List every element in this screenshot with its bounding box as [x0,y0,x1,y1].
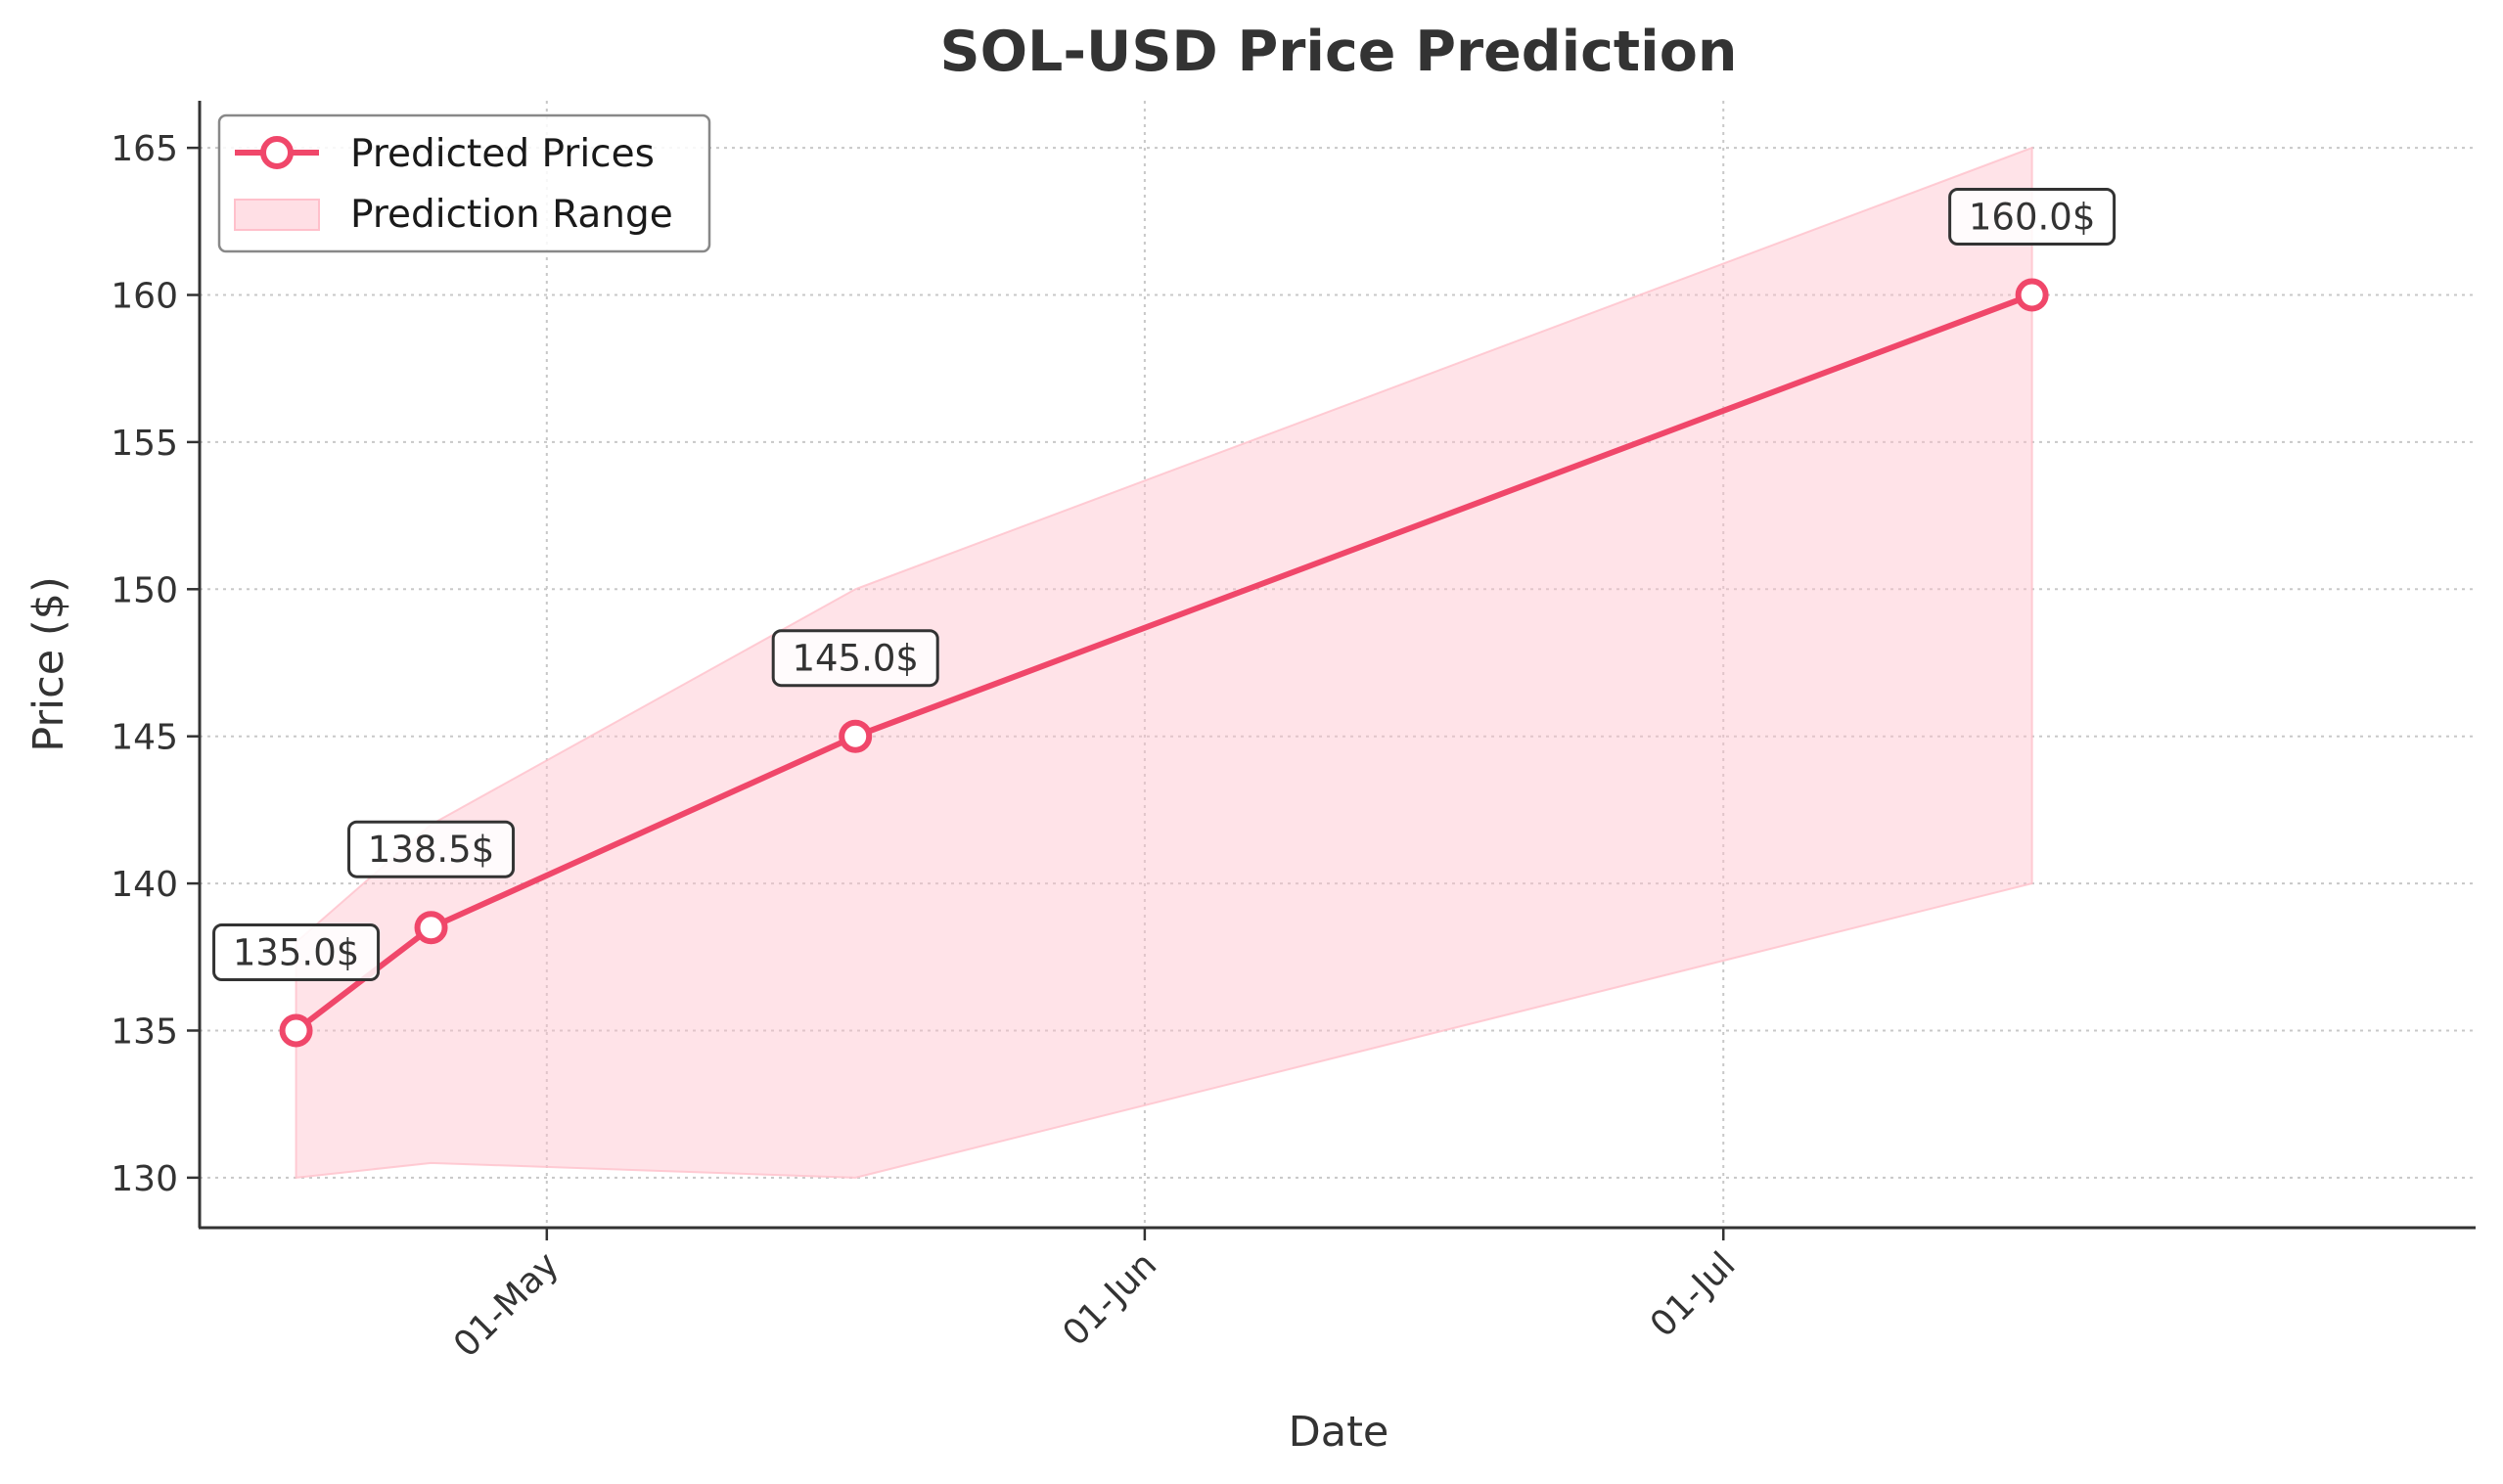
prediction-range-area [295,146,2033,1179]
data-label-text: 135.0$ [233,931,359,973]
x-tick-label: 01-Jun [1055,1244,1164,1354]
y-tick-label: 155 [111,424,178,464]
data-label-box [1948,188,2116,247]
x-tick-label: 01-May [446,1244,567,1365]
y-tick-label: 165 [111,129,178,169]
data-point-marker [2015,278,2049,312]
data-label-text: 160.0$ [1969,197,2095,239]
data-point-marker [414,911,448,945]
data-label-box [212,922,381,981]
data-label: 145.0$ [771,629,939,688]
y-ticks: 130 135 140 145 150 155 160 165 [111,129,200,1199]
y-tick-label: 160 [111,277,178,317]
data-label: 160.0$ [1948,188,2116,247]
legend-range-swatch [234,199,320,231]
chart-title: SOL-USD Price Prediction [940,20,1738,84]
axes [198,101,2476,1230]
legend-label-predicted-prices: Predicted Prices [350,132,655,176]
data-point-marker [839,719,873,753]
data-label-box [347,820,516,878]
data-label-annotations: 135.0$ 138.5$ 145.0$ 160.0$ [212,188,2116,981]
legend-frame [217,113,711,253]
y-axis-label: Price ($) [24,576,73,751]
y-tick-label: 145 [111,718,178,758]
predicted-prices-markers [279,278,2049,1048]
y-tick-label: 140 [111,865,178,905]
data-label: 135.0$ [212,922,381,981]
legend: Predicted Prices Prediction Range [217,113,711,253]
x-ticks: 01-May 01-Jun 01-Jul [446,1228,1744,1366]
data-label-text: 138.5$ [368,829,494,871]
grid [200,101,2476,1228]
y-tick-label: 150 [111,570,178,610]
x-tick-label: 01-Jul [1643,1244,1744,1345]
y-tick-label: 135 [111,1012,178,1052]
legend-label-prediction-range: Prediction Range [350,193,673,237]
data-label-text: 145.0$ [792,638,918,680]
y-tick-label: 130 [111,1159,178,1199]
legend-marker-swatch [260,136,294,169]
data-label-box [771,629,939,688]
x-axis-label: Date [1289,1408,1389,1457]
data-point-marker [279,1013,313,1048]
data-label: 138.5$ [347,820,516,878]
prediction-range-band [295,146,2033,1179]
